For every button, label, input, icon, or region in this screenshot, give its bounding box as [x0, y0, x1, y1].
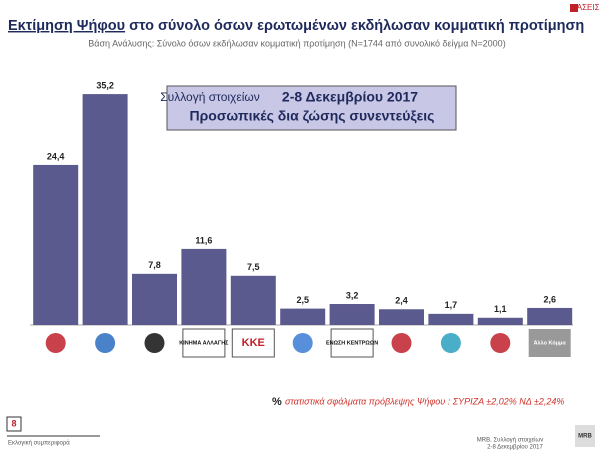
info-text: Συλλογή στοιχείων: [160, 90, 259, 104]
footnote: στατιστικά σφάλματα πρόβλεψης Ψήφου : ΣΥ…: [285, 396, 564, 406]
title-bold: Εκτίμηση Ψήφου: [8, 18, 125, 34]
value-label: 24,4: [47, 151, 65, 161]
party-logo-mark: [292, 333, 313, 353]
value-label: 2,5: [296, 295, 309, 305]
party-logo-mark: [490, 333, 511, 353]
x-tick-label: Άλλο Κόμμα: [534, 340, 567, 346]
source: MRB, Συλλογή στοιχείων: [477, 437, 543, 444]
bar: [33, 164, 79, 325]
party-logo: [528, 329, 571, 357]
info-text: Προσωπικές δια ζώσης συνεντεύξεις: [190, 108, 435, 124]
brand: ΤΑΣΕΙΣ: [572, 3, 599, 12]
value-label: 2,6: [543, 294, 556, 304]
bar: [527, 307, 573, 325]
bar: [329, 304, 375, 325]
info-box: [166, 85, 457, 131]
value-label: 2,4: [395, 296, 408, 306]
value-label: 1,7: [445, 300, 458, 310]
company-logo: [575, 425, 595, 447]
party-logo-mark: [391, 333, 412, 353]
company: MRB: [578, 434, 592, 440]
bar: [230, 275, 276, 325]
source: 2-8 Δεκεμβρίου 2017: [487, 445, 543, 451]
x-tick-label: ΕΝΩΣΗ ΚΕΝΤΡΩΩΝ: [326, 340, 378, 346]
bar: [132, 273, 177, 325]
value-label: 7,8: [148, 260, 161, 270]
value-label: 1,1: [494, 304, 507, 314]
section: Εκλογική συμπεριφορά: [8, 440, 70, 447]
value-label: 7,5: [247, 262, 260, 272]
party-logo: [231, 328, 275, 358]
party-logo-mark: [144, 333, 165, 353]
page-number-box: [6, 416, 22, 432]
page-number: 8: [11, 418, 16, 428]
x-tick-label: ΚΚΕ: [242, 337, 265, 349]
title-rest: στο σύνολο όσων ερωτωμένων εκδήλωσαν κομ…: [129, 18, 584, 34]
bar: [477, 317, 523, 325]
party-logo: [330, 328, 374, 358]
footnote-symbol: %: [272, 396, 282, 408]
party-logo-mark: [45, 333, 66, 353]
bar: [428, 313, 474, 325]
bar: [181, 248, 227, 325]
subtitle: Βάση Ανάλυσης: Σύνολο όσων εκδήλωσαν κομ…: [88, 38, 505, 48]
info-text: 2-8 Δεκεμβρίου 2017: [282, 89, 418, 105]
party-logo: [182, 328, 226, 358]
bar: [82, 94, 128, 325]
value-label: 35,2: [96, 80, 114, 90]
bar: [280, 308, 326, 325]
brand-mark: [570, 4, 578, 12]
value-label: 11,6: [195, 235, 212, 245]
bar: [379, 309, 424, 325]
party-logo-mark: [95, 333, 116, 353]
party-logo-mark: [440, 333, 461, 353]
value-label: 3,2: [346, 290, 359, 300]
chart-title: Εκτίμηση Ψήφου στο σύνολο όσων ερωτωμένω…: [8, 18, 584, 34]
x-tick-label: ΚΙΝΗΜΑ ΑΛΛΑΓΗΣ: [179, 340, 229, 346]
